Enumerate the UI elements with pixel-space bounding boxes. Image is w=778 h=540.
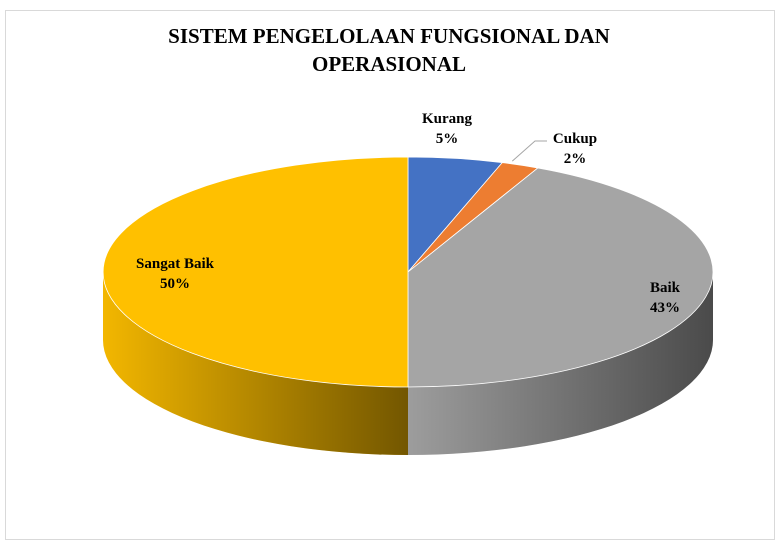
slice [407,167,714,388]
slice-label-name: Baik [650,280,681,296]
slice [102,156,409,388]
slice-label-name: Sangat Baik [136,256,215,272]
slice-side-shade [408,272,713,455]
slice-side-shade [103,272,408,455]
chart-title: SISTEM PENGELOLAAN FUNGSIONAL DAN OPERAS… [168,24,610,76]
slice-label-name: Kurang [422,111,473,127]
slice-label-value: 5% [436,131,459,147]
slice-label-value: 43% [650,300,680,316]
slice-label-name: Cukup [553,131,597,147]
slice-label-value: 50% [160,276,190,292]
leader-line [511,140,547,162]
slice-label-value: 2% [564,151,587,167]
